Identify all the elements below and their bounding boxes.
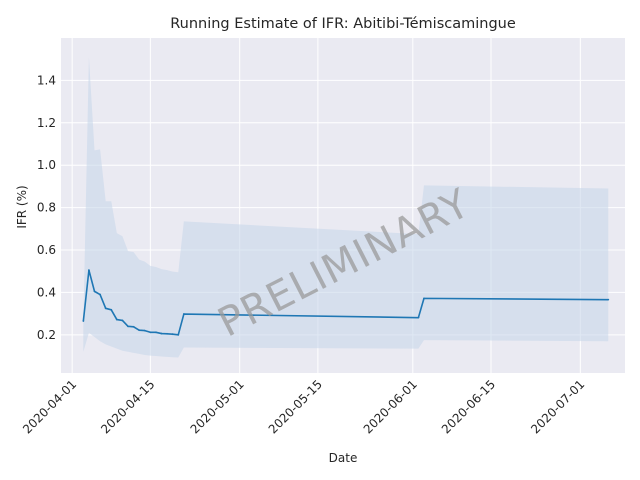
data-point	[104, 307, 107, 310]
x-axis-ticks: 2020-04-01 2020-04-15 2020-05-01 2020-05-15…	[20, 377, 587, 436]
data-point	[417, 316, 420, 319]
x-tick-label: 2020-04-15	[98, 377, 157, 436]
x-tick-label: 2020-07-01	[528, 377, 587, 436]
x-tick-label: 2020-06-01	[361, 377, 420, 436]
y-tick-label: 0.6	[37, 243, 56, 257]
y-tick-label: 0.4	[37, 285, 56, 299]
data-point	[166, 332, 168, 335]
x-tick-label: 2020-06-15	[439, 377, 498, 436]
x-tick-label: 2020-05-01	[188, 377, 247, 436]
y-tick-label: 1.4	[37, 73, 56, 87]
data-point	[149, 331, 152, 334]
data-point	[177, 333, 180, 336]
series-line-layer	[82, 269, 609, 336]
y-axis-label: IFR (%)	[15, 185, 29, 228]
y-tick-label: 1.0	[37, 158, 56, 172]
data-point	[82, 320, 85, 322]
y-tick-label: 0.8	[37, 201, 56, 215]
y-tick-label: 0.2	[37, 328, 56, 342]
data-point	[143, 329, 146, 332]
data-point	[93, 290, 96, 293]
data-point	[171, 333, 174, 336]
data-point-layer	[82, 269, 610, 336]
y-tick-label: 1.2	[37, 116, 56, 130]
data-point	[423, 297, 425, 300]
data-point	[138, 329, 141, 332]
data-point	[121, 319, 124, 322]
data-point	[110, 308, 113, 311]
data-point	[160, 332, 163, 335]
data-point	[127, 325, 129, 328]
data-point	[99, 293, 101, 296]
data-point	[88, 269, 90, 272]
x-tick-label: 2020-04-01	[20, 377, 79, 436]
data-point	[182, 313, 185, 315]
x-axis-label: Date	[329, 451, 358, 465]
data-point	[115, 318, 118, 321]
x-tick-label: 2020-05-15	[266, 377, 325, 436]
ifr-series-line	[82, 269, 609, 336]
chart-title: Running Estimate of IFR: Abitibi-Témisca…	[170, 16, 516, 32]
confidence-band	[83, 57, 609, 358]
data-point	[155, 331, 157, 334]
confidence-band-layer	[83, 57, 609, 358]
y-axis-ticks: 0.2 0.4 0.6 0.8 1.0 1.2 1.4	[37, 73, 56, 341]
data-point	[607, 298, 610, 301]
data-point	[132, 325, 135, 328]
